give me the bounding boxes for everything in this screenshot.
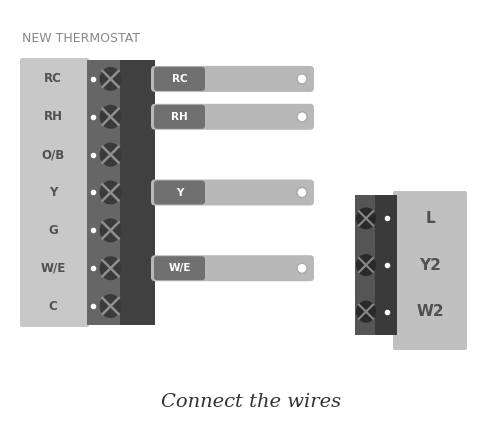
Text: W/E: W/E bbox=[41, 262, 66, 275]
Circle shape bbox=[297, 187, 307, 198]
Text: Y: Y bbox=[176, 187, 183, 198]
FancyBboxPatch shape bbox=[154, 181, 205, 204]
FancyBboxPatch shape bbox=[154, 105, 205, 129]
Bar bbox=[355, 195, 375, 335]
Text: L: L bbox=[425, 211, 435, 226]
Ellipse shape bbox=[100, 105, 122, 129]
Text: RC: RC bbox=[44, 72, 62, 85]
Text: W/E: W/E bbox=[168, 263, 191, 273]
Ellipse shape bbox=[100, 256, 122, 280]
Text: RC: RC bbox=[172, 74, 187, 84]
Ellipse shape bbox=[356, 207, 376, 229]
Circle shape bbox=[297, 74, 307, 84]
Ellipse shape bbox=[100, 181, 122, 204]
Text: Connect the wires: Connect the wires bbox=[161, 393, 341, 411]
Circle shape bbox=[297, 112, 307, 122]
FancyBboxPatch shape bbox=[154, 256, 205, 280]
Text: G: G bbox=[48, 224, 58, 237]
Bar bbox=[87, 60, 125, 325]
Ellipse shape bbox=[100, 67, 122, 91]
Ellipse shape bbox=[100, 218, 122, 242]
FancyBboxPatch shape bbox=[151, 179, 314, 206]
Circle shape bbox=[297, 263, 307, 273]
FancyBboxPatch shape bbox=[154, 67, 205, 91]
FancyBboxPatch shape bbox=[393, 191, 467, 350]
FancyBboxPatch shape bbox=[151, 255, 314, 281]
Ellipse shape bbox=[100, 294, 122, 318]
Text: RH: RH bbox=[44, 110, 63, 123]
Text: RH: RH bbox=[171, 112, 188, 122]
FancyBboxPatch shape bbox=[151, 66, 314, 92]
Ellipse shape bbox=[356, 301, 376, 323]
Text: Y: Y bbox=[49, 186, 58, 199]
Bar bbox=[375, 195, 397, 335]
Text: W2: W2 bbox=[416, 304, 444, 319]
FancyBboxPatch shape bbox=[151, 104, 314, 130]
FancyBboxPatch shape bbox=[20, 58, 89, 327]
Text: NEW THERMOSTAT: NEW THERMOSTAT bbox=[22, 32, 140, 45]
Text: O/B: O/B bbox=[42, 148, 65, 161]
Ellipse shape bbox=[100, 143, 122, 167]
Bar bbox=[120, 60, 155, 325]
Text: C: C bbox=[49, 299, 58, 313]
Ellipse shape bbox=[356, 254, 376, 276]
Text: Y2: Y2 bbox=[419, 258, 441, 272]
